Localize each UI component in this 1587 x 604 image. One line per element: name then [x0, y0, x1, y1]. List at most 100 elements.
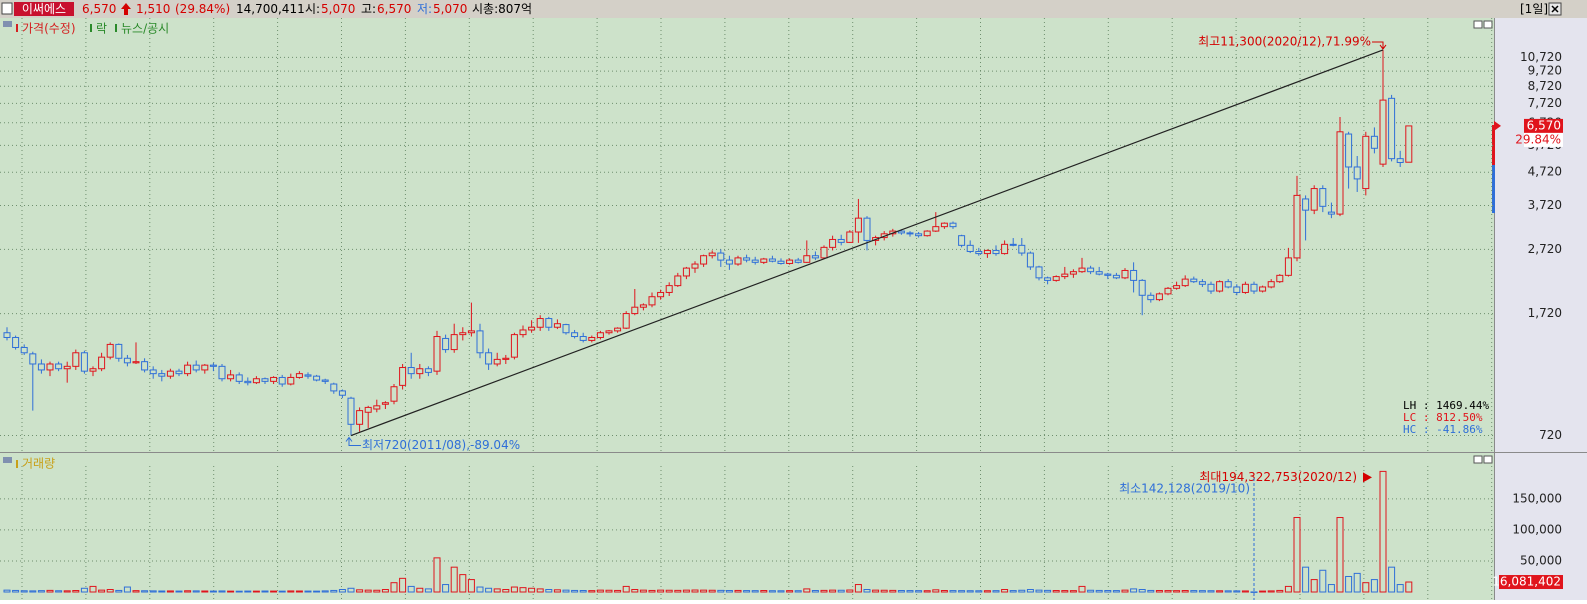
candle-body — [1052, 276, 1060, 281]
panel-close[interactable] — [1483, 20, 1493, 29]
candle-body — [261, 378, 269, 382]
volume-bar — [1181, 590, 1189, 593]
volume-bar — [639, 589, 647, 593]
volume-bar — [1284, 585, 1292, 593]
volume-bar — [588, 590, 596, 593]
volume-bar — [270, 590, 278, 593]
high-arrow — [1372, 41, 1387, 50]
volume-bar — [665, 589, 673, 593]
volume-panel — [0, 453, 1494, 600]
candle-body — [424, 368, 432, 373]
volume-bar — [304, 590, 312, 593]
candle-body — [1078, 267, 1086, 273]
volume-bar — [1396, 584, 1404, 593]
price-box-label: 6,570 — [1527, 118, 1561, 132]
candle-body — [20, 346, 28, 354]
panel-max[interactable] — [1473, 455, 1483, 464]
volume-bar — [975, 590, 983, 593]
volume-bar — [725, 590, 733, 593]
candle-body — [209, 364, 217, 367]
volume-bar — [1327, 584, 1335, 593]
close-icon[interactable] — [1551, 5, 1559, 13]
volume-bar — [37, 590, 45, 593]
volume-bar — [674, 589, 682, 593]
panel-max[interactable] — [1473, 20, 1483, 29]
volume-bar — [528, 587, 536, 593]
candle-body — [958, 235, 966, 246]
candle-body — [519, 329, 527, 336]
candle-body — [1327, 211, 1335, 215]
candle-body — [158, 373, 166, 377]
volume-bar — [1207, 590, 1215, 593]
min-note: 최소142,128(2019/10) — [1119, 482, 1250, 496]
volume-bar — [356, 589, 364, 593]
market-cap: 시총:807억 — [472, 2, 532, 16]
candle-body — [1370, 135, 1378, 149]
volume-bar — [1353, 572, 1361, 593]
volume-bar — [321, 590, 329, 593]
period[interactable]: [1일] — [1520, 2, 1548, 16]
candle-body — [1224, 281, 1232, 288]
candle-body — [648, 296, 656, 306]
candle-body — [321, 379, 329, 382]
volume-bar — [1336, 517, 1344, 593]
checkbox[interactable] — [1, 2, 13, 15]
volume-bar — [786, 590, 794, 593]
candle-body — [1087, 267, 1095, 273]
volume-bar — [657, 589, 665, 593]
candle-body — [811, 255, 819, 259]
candle-body — [854, 217, 862, 233]
candle-body — [794, 259, 802, 263]
pct-box-label: 29.84% — [1515, 132, 1561, 146]
candle-body — [1396, 158, 1404, 163]
volume-bar — [106, 589, 114, 593]
volume-bar — [1009, 590, 1017, 593]
volume-bar — [863, 589, 871, 593]
volume-bar — [811, 590, 819, 593]
legend-label: 가격(수정) — [22, 22, 76, 36]
range-strip — [1492, 165, 1495, 213]
candle-body — [1233, 286, 1241, 293]
volume-bar — [467, 579, 475, 593]
candle-body — [1035, 266, 1043, 279]
candle-body — [579, 336, 587, 341]
close-button[interactable] — [1548, 2, 1562, 16]
volume-bar — [55, 590, 63, 593]
candle-body — [55, 363, 63, 370]
candle-body — [89, 368, 97, 372]
volume-bar — [708, 589, 716, 593]
volume-bar — [184, 590, 192, 593]
pct-box — [1524, 132, 1563, 147]
candle-body — [1302, 198, 1310, 211]
candle-body — [295, 373, 303, 378]
candle-body — [115, 343, 123, 359]
candle-body — [1241, 283, 1249, 293]
candle-body — [528, 326, 536, 331]
volume-bar — [1241, 590, 1249, 593]
volume-bar — [562, 589, 570, 593]
candle-body — [760, 258, 768, 263]
volume-bar — [932, 589, 940, 593]
volume-bar — [872, 589, 880, 593]
y-tick-label: 4,720 — [1528, 165, 1562, 179]
candle-body — [227, 374, 235, 380]
candle-body — [270, 376, 278, 382]
candle-body — [1001, 243, 1009, 255]
y-tick-label: 2,720 — [1528, 242, 1562, 256]
volume-bar — [553, 589, 561, 593]
volume-bar — [1138, 589, 1146, 593]
volume-bar — [1319, 569, 1327, 593]
candle-body — [287, 376, 295, 385]
candle-body — [1181, 278, 1189, 287]
candle-body — [347, 397, 355, 425]
candle-body — [1095, 271, 1103, 275]
price-marker — [1494, 120, 1501, 131]
open-label: 시: — [305, 2, 320, 16]
panel-close[interactable] — [1483, 455, 1493, 464]
volume-bar — [1121, 589, 1129, 593]
volume-bar — [1018, 589, 1026, 593]
volume-bar — [1379, 470, 1387, 593]
volume-bar — [1216, 590, 1224, 593]
volume-bar — [485, 587, 493, 593]
